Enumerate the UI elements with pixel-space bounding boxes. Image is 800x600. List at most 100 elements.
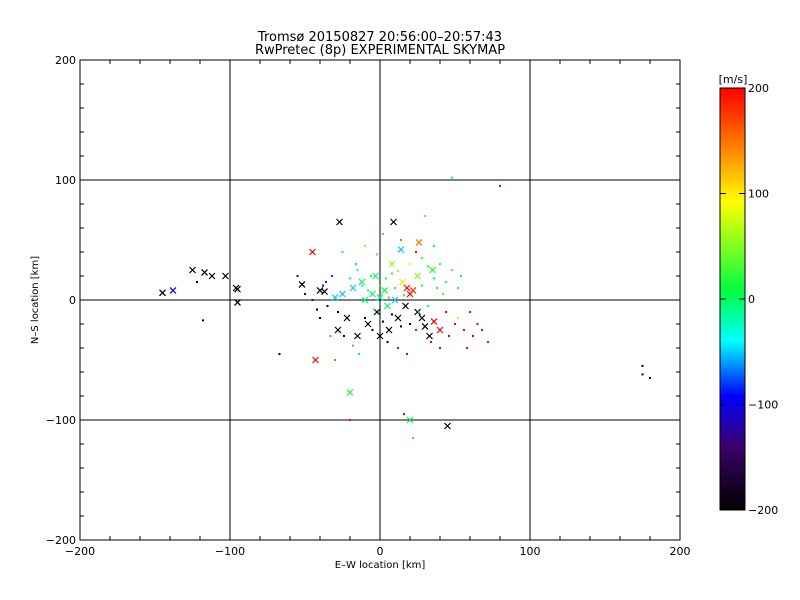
colorbar: [m/s] 200 100 0 −100 −200 xyxy=(719,73,779,517)
data-point-dot xyxy=(641,365,644,367)
data-point-x xyxy=(331,294,339,302)
data-point-dot xyxy=(427,265,429,268)
data-points xyxy=(159,176,651,439)
data-point-x xyxy=(201,268,208,276)
data-point-x xyxy=(430,318,438,326)
data-point-dot xyxy=(403,413,405,415)
data-point-dot xyxy=(427,305,429,307)
y-tick-label: 100 xyxy=(55,174,76,187)
data-point-dot xyxy=(196,281,198,283)
data-point-dot xyxy=(481,329,483,331)
data-point-dot xyxy=(409,323,411,325)
data-point-x xyxy=(343,314,351,322)
data-point-x xyxy=(364,320,372,328)
data-point-x xyxy=(376,332,384,340)
data-point-x xyxy=(159,289,166,297)
data-point-x xyxy=(321,288,328,296)
data-point-dot xyxy=(469,311,471,313)
colorbar-label: [m/s] xyxy=(719,73,748,86)
data-point-x xyxy=(234,285,241,293)
data-point-dot xyxy=(649,377,651,379)
data-point-dot xyxy=(487,341,489,343)
data-point-dot xyxy=(278,353,281,355)
data-point-x xyxy=(381,286,388,294)
data-point-dot xyxy=(457,317,459,319)
data-point-x xyxy=(414,308,421,316)
data-point-dot xyxy=(476,323,479,325)
data-point-dot xyxy=(319,317,321,319)
colorbar-tick-label: 100 xyxy=(748,188,769,201)
data-point-x xyxy=(376,294,384,302)
data-point-dot xyxy=(296,275,299,277)
data-point-x xyxy=(436,326,444,334)
data-point-dot xyxy=(415,329,417,331)
data-point-dot xyxy=(343,335,345,337)
data-point-dot xyxy=(326,305,329,307)
data-point-dot xyxy=(379,284,381,287)
x-tick-labels: −200 −100 0 100 200 xyxy=(65,545,691,558)
data-point-dot xyxy=(394,287,396,289)
data-point-dot xyxy=(412,437,414,439)
data-point-dot xyxy=(454,323,456,325)
axis-ticks xyxy=(79,59,681,541)
data-point-dot xyxy=(451,269,453,271)
data-point-dot xyxy=(364,317,366,319)
data-point-dot xyxy=(388,296,390,299)
data-point-x xyxy=(403,284,411,292)
data-point-dot xyxy=(304,293,306,295)
y-tick-label: −200 xyxy=(46,534,76,547)
data-point-dot xyxy=(406,353,408,355)
data-point-dot xyxy=(373,308,375,311)
data-point-dot xyxy=(641,373,644,376)
data-point-dot xyxy=(466,347,468,349)
data-point-dot xyxy=(400,325,402,328)
colorbar-tick-label: 200 xyxy=(748,82,769,95)
data-point-dot xyxy=(331,275,333,277)
data-point-dot xyxy=(436,287,438,289)
data-point-dot xyxy=(400,239,402,241)
data-point-x xyxy=(399,278,406,286)
data-point-dot xyxy=(421,284,423,287)
data-point-x xyxy=(394,314,402,322)
data-point-dot xyxy=(445,311,447,313)
data-point-dot xyxy=(356,269,359,271)
data-point-dot xyxy=(442,293,444,295)
data-point-dot xyxy=(397,270,399,273)
data-point-x xyxy=(409,286,417,294)
data-point-dot xyxy=(376,253,378,256)
data-point-dot xyxy=(361,284,363,287)
x-tick-label: 0 xyxy=(377,545,384,558)
data-point-x xyxy=(402,302,409,310)
data-point-x xyxy=(312,356,319,364)
data-point-dot xyxy=(364,245,366,247)
data-point-x xyxy=(334,326,342,334)
data-point-dot xyxy=(415,251,417,253)
data-point-dot xyxy=(349,277,351,280)
data-point-x xyxy=(418,314,426,322)
data-point-dot xyxy=(371,329,374,331)
colorbar-tick-label: −200 xyxy=(748,504,778,517)
data-point-dot xyxy=(433,245,435,247)
y-tick-label: −100 xyxy=(46,414,76,427)
x-axis-label: E–W location [km] xyxy=(335,560,426,571)
data-point-dot xyxy=(397,347,399,349)
data-point-dot xyxy=(451,176,453,179)
data-point-x xyxy=(309,248,316,256)
chart-subtitle: RwPretec (8p) EXPERIMENTAL SKYMAP xyxy=(255,43,505,58)
data-point-dot xyxy=(445,281,447,283)
data-point-dot xyxy=(499,185,501,187)
data-point-dot xyxy=(409,263,411,265)
colorbar-tick-label: −100 xyxy=(748,399,778,412)
x-tick-label: −100 xyxy=(215,545,245,558)
data-point-dot xyxy=(460,275,462,277)
x-tick-label: 100 xyxy=(520,545,541,558)
data-point-dot xyxy=(322,284,324,287)
data-point-x xyxy=(390,218,397,226)
data-point-dot xyxy=(430,341,432,343)
data-point-dot xyxy=(403,294,405,297)
data-point-dot xyxy=(382,320,384,323)
data-point-x xyxy=(415,238,423,246)
data-point-x xyxy=(406,416,414,424)
data-point-dot xyxy=(341,251,344,253)
y-tick-label: 200 xyxy=(55,54,76,67)
